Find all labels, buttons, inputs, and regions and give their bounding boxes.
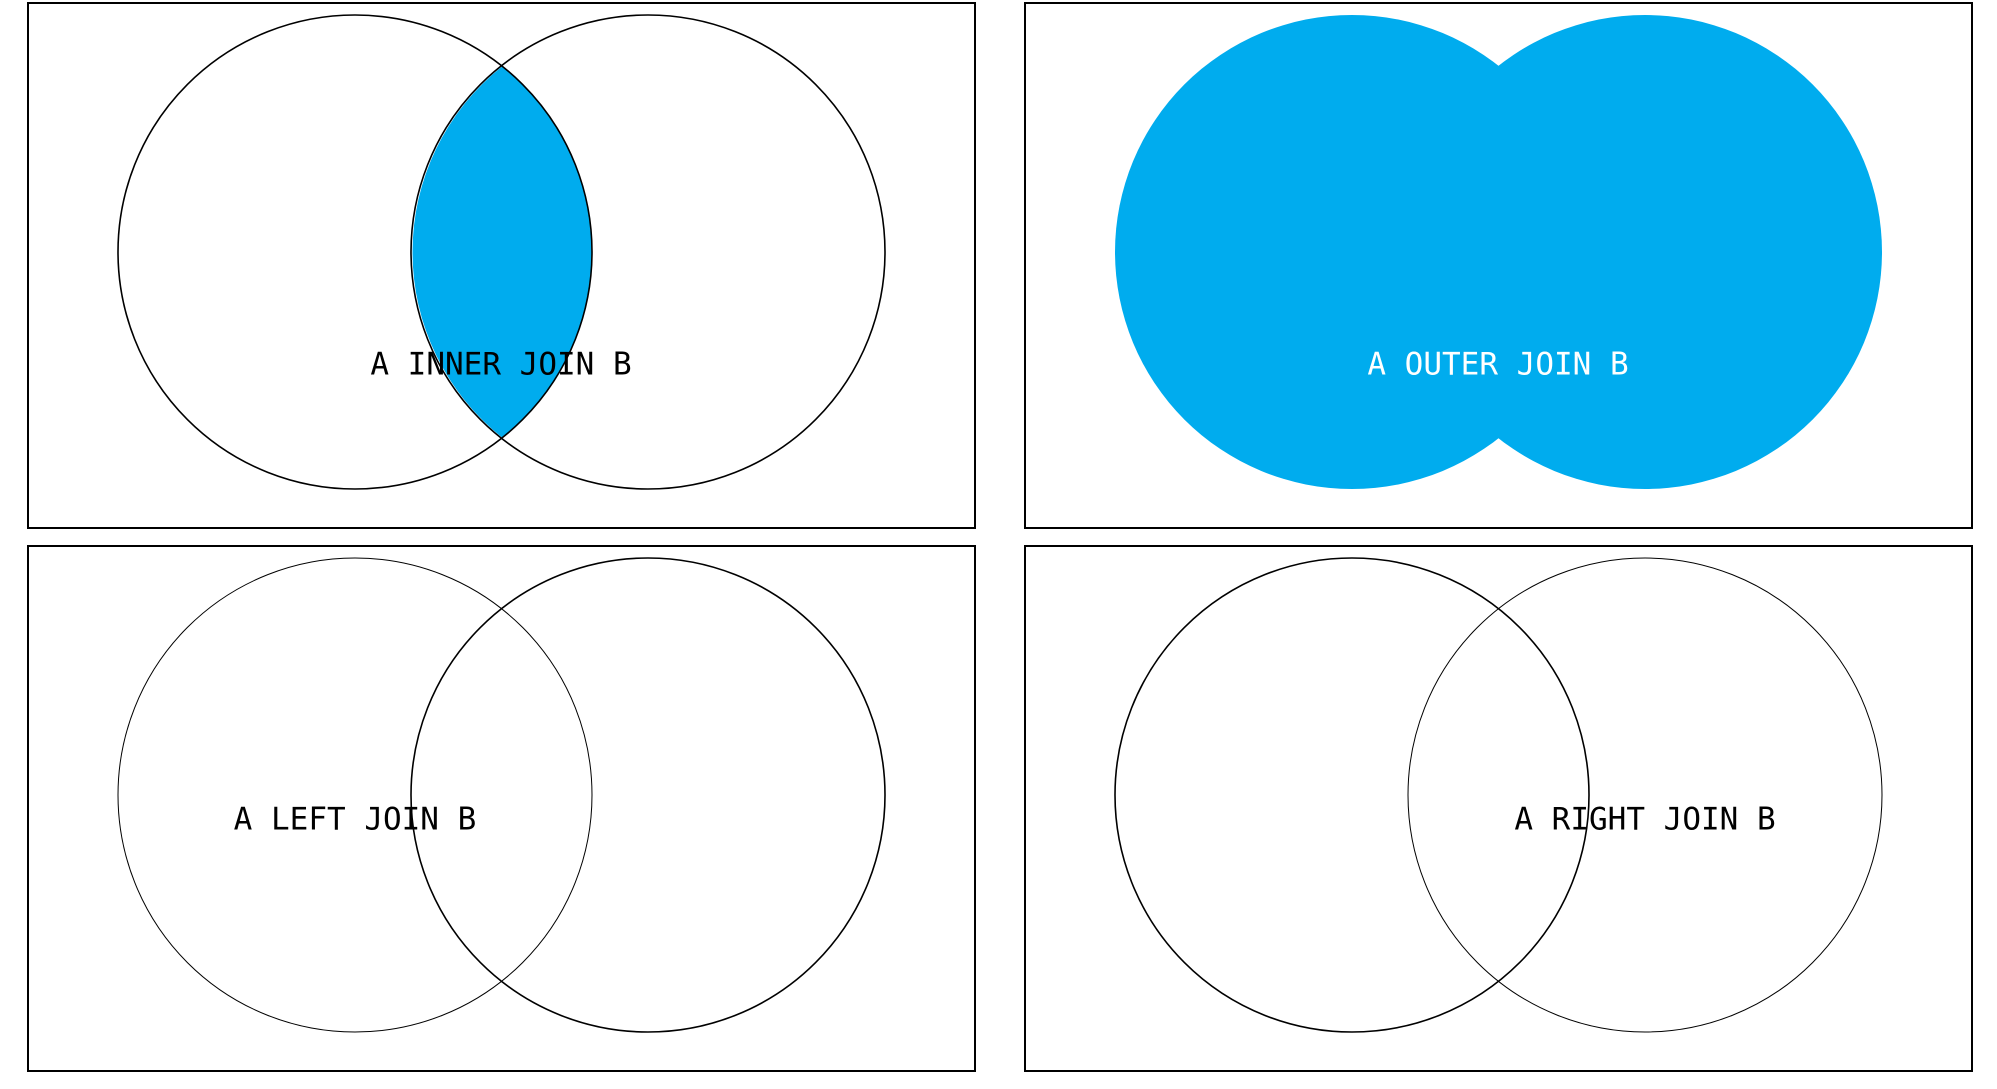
join-label: A LEFT JOIN B [234, 802, 477, 838]
circle-a [1114, 557, 1590, 1033]
circle-a [117, 14, 593, 490]
panel-frame [1024, 545, 1973, 1072]
join-label: A RIGHT JOIN B [1514, 802, 1775, 838]
panel-right-join: A RIGHT JOIN B [1024, 545, 1973, 1072]
join-label: A INNER JOIN B [370, 347, 631, 383]
circle-b [410, 14, 886, 490]
panel-outer-join: A OUTER JOIN B [1024, 2, 1973, 529]
panel-frame [27, 545, 976, 1072]
panel-frame [1024, 2, 1973, 529]
panel-left-join: A LEFT JOIN B [27, 545, 976, 1072]
panel-frame [27, 2, 976, 529]
circle-b-filled [1408, 15, 1882, 489]
join-label: A OUTER JOIN B [1367, 347, 1628, 383]
panel-inner-join: A INNER JOIN B [27, 2, 976, 529]
circle-b [410, 557, 886, 1033]
intersection-region [412, 66, 592, 438]
circle-b-filled [1407, 557, 1883, 1033]
circle-a-filled [117, 557, 593, 1033]
